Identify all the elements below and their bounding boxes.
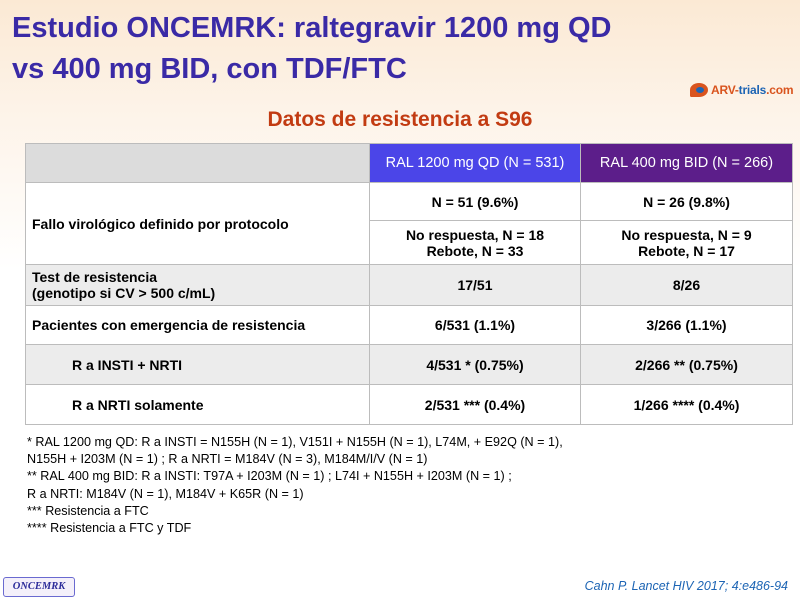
table-row: Pacientes con emergencia de resistencia … [25,305,793,345]
table-row: R a NRTI solamente 2/531 *** (0.4%) 1/26… [25,384,793,425]
cell-bid-insti-nrti: 2/266 ** (0.75%) [580,344,793,385]
footnote-line: * RAL 1200 mg QD: R a INSTI = N155H (N =… [27,435,563,449]
slide-title: Estudio ONCEMRK: raltegravir 1200 mg QD … [12,8,692,90]
footnote-line: **** Resistencia a FTC y TDF [27,521,192,536]
oncemrk-brand-tag: ONCEMRK [3,577,75,597]
footnote-line: *** Resistencia a FTC [27,503,149,518]
table-row: Test de resistencia (genotipo si CV > 50… [25,264,793,306]
footnote-line: ** RAL 400 mg BID: R a INSTI: T97A + I20… [27,469,512,484]
footnote-line: N155H + I203M (N = 1) ; R a NRTI = M184V… [27,452,428,467]
table-row: No respuesta, N = 18 Rebote, N = 33 No r… [26,220,793,265]
header-bid: RAL 400 mg BID (N = 266) [580,143,793,183]
cell-qd-insti-nrti: 4/531 * (0.75%) [369,344,581,385]
row-label-emergent-resistance: Pacientes con emergencia de resistencia [25,305,370,345]
cell-qd-failure-breakdown: No respuesta, N = 18 Rebote, N = 33 [369,220,581,265]
cell-qd-virologic-failure: N = 51 (9.6%) [369,182,581,221]
footnote-line: R a NRTI: M184V (N = 1), M184V + K65R (N… [27,486,304,501]
cell-qd-nrti-only: 2/531 *** (0.4%) [369,384,581,425]
cell-bid-virologic-failure: N = 26 (9.8%) [580,182,793,221]
arv-trials-logo-icon [690,83,708,97]
cell-qd-emergent-resistance: 6/531 (1.1%) [369,305,581,345]
citation: Cahn P. Lancet HIV 2017; 4:e486-94 [584,579,788,593]
cell-bid-nrti-only: 1/266 **** (0.4%) [580,384,793,425]
slide-subtitle: Datos de resistencia a S96 [267,108,533,131]
cell-bid-failure-breakdown: No respuesta, N = 9 Rebote, N = 17 [580,220,793,265]
arv-trials-logo-text: ARV-trials.com [711,83,794,97]
cell-bid-resistance-test: 8/26 [580,264,793,306]
slide-title-line-2: vs 400 mg BID, con TDF/FTC [12,53,407,85]
arv-trials-logo: ARV-trials.com [690,80,794,100]
cell-qd-resistance-test: 17/51 [369,264,581,306]
row-label-insti-nrti: R a INSTI + NRTI [25,344,370,385]
resistance-table: RAL 1200 mg QD (N = 531) RAL 400 mg BID … [25,143,793,425]
table-row: R a INSTI + NRTI 4/531 * (0.75%) 2/266 *… [25,344,793,385]
header-qd: RAL 1200 mg QD (N = 531) [369,143,581,183]
table-row: Fallo virológico definido por protocolo … [25,182,793,265]
footnotes: * RAL 1200 mg QD: R a INSTI = N155H (N =… [27,434,797,537]
cell-bid-emergent-resistance: 3/266 (1.1%) [580,305,793,345]
row-label-virologic-failure: Fallo virológico definido por protocolo [25,182,370,265]
row-label-resistance-test: Test de resistencia (genotipo si CV > 50… [25,264,370,306]
table-header-row: RAL 1200 mg QD (N = 531) RAL 400 mg BID … [25,143,793,183]
row-label-nrti-only: R a NRTI solamente [25,384,370,425]
header-blank-cell [25,143,370,183]
slide-title-line-1: Estudio ONCEMRK: raltegravir 1200 mg QD [12,12,612,44]
